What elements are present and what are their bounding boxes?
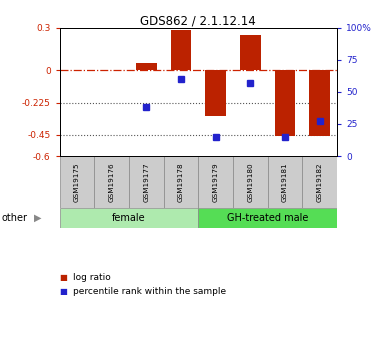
Text: other: other (2, 213, 28, 223)
Bar (302, 156, 337, 207)
Bar (60, 207, 198, 228)
Title: GDS862 / 2.1.12.14: GDS862 / 2.1.12.14 (141, 14, 256, 28)
Text: log ratio: log ratio (73, 273, 111, 282)
Bar (136, 62, 157, 70)
Text: ■: ■ (60, 287, 67, 296)
Text: GSM19175: GSM19175 (74, 162, 80, 201)
Text: GH-treated male: GH-treated male (227, 213, 308, 223)
Bar (233, 156, 268, 207)
Text: ■: ■ (60, 273, 67, 282)
Text: GSM19182: GSM19182 (316, 162, 323, 201)
Bar (309, 70, 330, 136)
Bar (198, 156, 233, 207)
Text: GSM19177: GSM19177 (143, 162, 149, 201)
Bar (240, 35, 261, 70)
Bar (129, 156, 164, 207)
Bar (275, 70, 295, 136)
Text: percentile rank within the sample: percentile rank within the sample (73, 287, 226, 296)
Bar (198, 207, 337, 228)
Bar (60, 156, 94, 207)
Bar (171, 30, 191, 70)
Bar (94, 156, 129, 207)
Bar (268, 156, 302, 207)
Text: GSM19176: GSM19176 (109, 162, 115, 201)
Text: GSM19178: GSM19178 (178, 162, 184, 201)
Text: ▶: ▶ (33, 213, 41, 223)
Text: GSM19180: GSM19180 (247, 162, 253, 201)
Text: GSM19179: GSM19179 (213, 162, 219, 201)
Bar (205, 70, 226, 116)
Text: GSM19181: GSM19181 (282, 162, 288, 201)
Text: female: female (112, 213, 146, 223)
Bar (164, 156, 198, 207)
